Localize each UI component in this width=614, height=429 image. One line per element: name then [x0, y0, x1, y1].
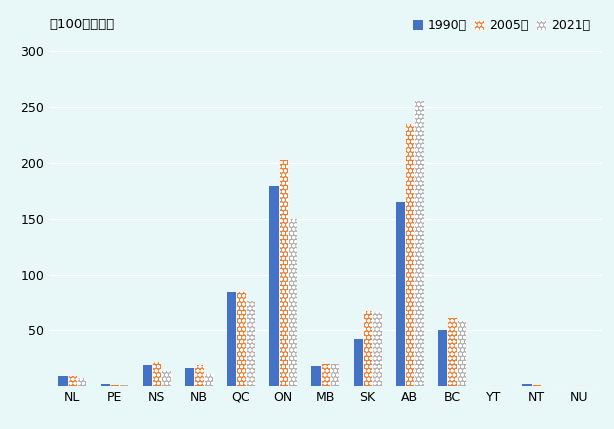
Bar [523, 384, 532, 386]
Bar [143, 365, 152, 386]
Bar [110, 384, 119, 386]
Bar [77, 377, 86, 386]
Bar [270, 186, 279, 386]
Bar [354, 339, 363, 386]
Bar [405, 123, 414, 386]
Bar [68, 375, 77, 386]
Text: （100万トン）: （100万トン） [49, 18, 114, 31]
Bar [372, 311, 381, 386]
Bar [311, 366, 321, 386]
Bar [194, 364, 203, 386]
Bar [396, 202, 405, 386]
Bar [363, 311, 372, 386]
Bar [236, 291, 246, 386]
Bar [541, 385, 550, 386]
Bar [321, 363, 330, 386]
Bar [227, 292, 236, 386]
Bar [152, 361, 161, 386]
Legend: 1990年, 2005年, 2021年: 1990年, 2005年, 2021年 [408, 14, 596, 37]
Bar [583, 385, 593, 386]
Bar [101, 384, 110, 386]
Bar [532, 384, 541, 386]
Bar [288, 218, 297, 386]
Bar [161, 370, 171, 386]
Bar [119, 384, 128, 386]
Bar [58, 376, 68, 386]
Bar [499, 385, 508, 386]
Bar [279, 159, 288, 386]
Bar [246, 299, 255, 386]
Bar [185, 368, 194, 386]
Bar [457, 320, 466, 386]
Bar [448, 317, 457, 386]
Bar [414, 100, 424, 386]
Bar [438, 330, 448, 386]
Bar [489, 385, 499, 386]
Bar [203, 373, 213, 386]
Bar [574, 385, 583, 386]
Bar [330, 363, 340, 386]
